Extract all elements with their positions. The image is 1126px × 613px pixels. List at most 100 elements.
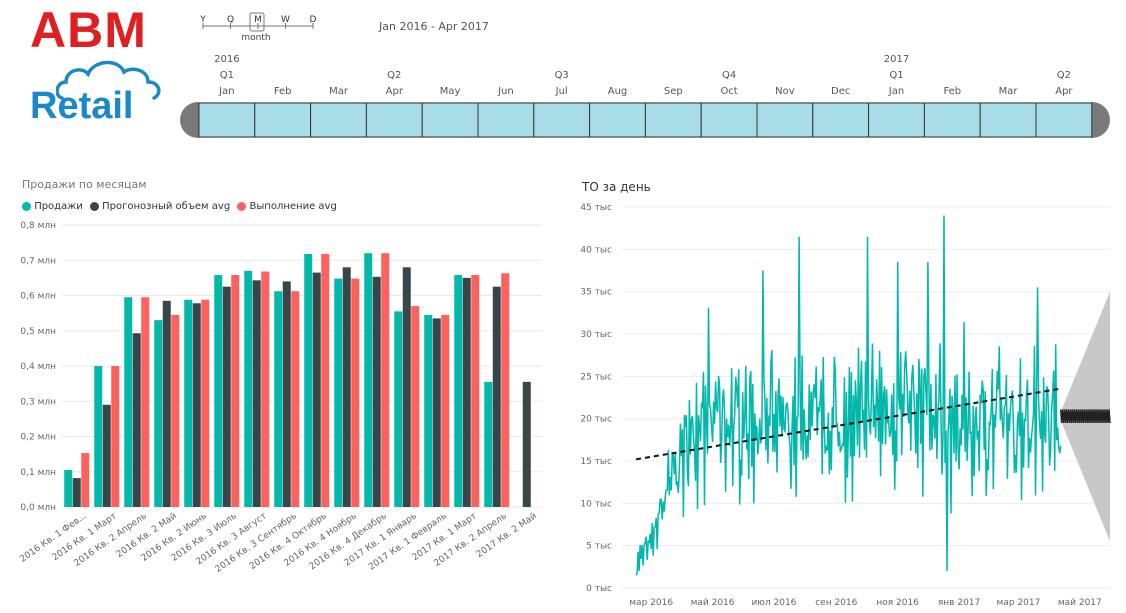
bar-forecast[interactable] [492,286,501,507]
legend-label-sales: Продажи [34,201,83,212]
bar-fulfillment[interactable] [291,291,300,507]
granularity-option-m[interactable]: M [254,15,262,25]
granularity-option-w[interactable]: W [281,15,290,25]
timeline-month-label: Jan [888,86,905,97]
timeline-scrollbar[interactable] [180,101,1110,139]
bar-forecast[interactable] [132,333,141,507]
bar-fulfillment[interactable] [411,306,420,507]
bar-fulfillment[interactable] [201,299,210,507]
bar-fulfillment[interactable] [471,275,480,507]
bar-forecast[interactable] [72,478,81,507]
bar-fulfillment[interactable] [111,366,120,507]
bar-forecast[interactable] [192,303,201,507]
timeline-month-label: Mar [329,86,348,97]
bar-fulfillment[interactable] [141,297,150,507]
bar-fulfillment[interactable] [441,314,450,507]
timeline-month-cell[interactable] [589,102,646,138]
bar-sales[interactable] [394,311,403,507]
timeline-month-label: Oct [720,86,738,97]
timeline-month-cell[interactable] [254,102,312,138]
bar-sales[interactable] [274,291,283,507]
daily-revenue-line [635,215,1062,576]
bar-y-tick-label: 0,5 млн [20,327,56,337]
legend-label-forecast: Прогонозный объем avg [102,201,231,212]
line-y-tick-label: 45 тыс [580,203,612,213]
bar-forecast[interactable] [402,267,411,507]
bar-sales[interactable] [484,381,493,507]
timeline-month-label: Feb [943,86,962,97]
bar-sales[interactable] [184,299,193,507]
timeline-month-cell[interactable] [923,102,981,138]
timeline-month-cell[interactable] [365,102,423,138]
timeline-month-cell[interactable] [812,102,870,138]
bar-sales[interactable] [454,275,463,507]
bar-y-tick-label: 0,2 млн [20,433,56,443]
line-x-tick-label: сен 2016 [815,598,857,608]
bar-forecast[interactable] [522,381,531,507]
bar-y-tick-label: 0,0 млн [20,503,56,513]
bar-fulfillment[interactable] [231,275,240,507]
bar-fulfillment[interactable] [171,314,180,507]
timeline-month-label: Mar [998,86,1018,97]
bar-sales[interactable] [424,314,433,507]
bar-sales[interactable] [94,366,103,507]
bar-sales[interactable] [214,275,223,507]
bar-sales[interactable] [244,270,253,507]
bar-forecast[interactable] [222,286,231,507]
line-y-tick-label: 30 тыс [580,330,612,340]
bar-fulfillment[interactable] [261,271,270,507]
bar-sales[interactable] [154,320,163,507]
bar-fulfillment[interactable] [351,278,360,507]
bar-forecast[interactable] [282,281,291,507]
bar-sales[interactable] [364,253,373,507]
timeline-month-label: Dec [831,86,851,97]
line-x-tick-label: мар 2017 [997,598,1041,608]
timeline-year-label: 2016 [214,54,240,65]
bar-forecast[interactable] [462,277,471,507]
timeline-month-cell[interactable] [700,102,758,138]
bar-forecast[interactable] [372,276,381,507]
bar-chart: 0,0 млн 0,1 млн 0,2 млн 0,3 млн 0,4 млн 0,5 м… [18,221,542,575]
timeline-quarter-label: Q4 [721,70,737,81]
bar-y-tick-label: 0,7 млн [20,256,56,266]
bar-fulfillment[interactable] [381,253,390,507]
timeline-month-cell[interactable] [421,102,479,138]
timeline-month-cell[interactable] [310,102,367,138]
line-x-tick-label: май 2017 [1058,598,1102,608]
timeline-month-cell[interactable] [1035,102,1093,138]
timeline-month-label: Jun [498,86,514,97]
date-range-label: Jan 2016 - Apr 2017 [379,20,489,33]
timeline-month-cell[interactable] [644,102,702,138]
bar-sales[interactable] [334,278,343,507]
line-x-tick-label: ноя 2016 [876,598,919,608]
bar-sales[interactable] [64,469,73,507]
granularity-option-d[interactable]: D [310,15,317,25]
bar-forecast[interactable] [102,404,111,507]
timeline-month-cell[interactable] [477,102,535,138]
timeline-month-cell[interactable] [533,102,591,138]
timeline-month-cell[interactable] [979,102,1037,138]
bar-forecast[interactable] [342,267,351,507]
line-x-tick-label: июл 2016 [751,598,796,608]
granularity-option-y[interactable]: Y [199,15,206,25]
timeline-month-cell[interactable] [868,102,925,138]
bar-forecast[interactable] [162,300,171,507]
legend-label-fulfillment: Выполнение avg [249,201,337,212]
timeline-month-cell[interactable] [198,102,256,138]
bar-sales[interactable] [124,297,133,507]
bar-sales[interactable] [304,253,313,507]
line-x-tick-label: янв 2017 [938,598,980,608]
bar-forecast[interactable] [312,272,321,507]
bar-fulfillment[interactable] [501,273,510,507]
bar-fulfillment[interactable] [321,253,330,507]
line-y-tick-label: 40 тыс [580,245,612,255]
bar-fulfillment[interactable] [81,453,90,507]
granularity-option-q[interactable]: Q [227,15,234,25]
bar-forecast[interactable] [432,318,441,507]
line-y-tick-label: 0 тыс [586,584,612,594]
timeline-month-cell[interactable] [756,102,814,138]
timeline-month-label: Jul [555,86,568,97]
line-x-tick-label: мар 2016 [629,598,673,608]
bar-forecast[interactable] [252,280,261,507]
